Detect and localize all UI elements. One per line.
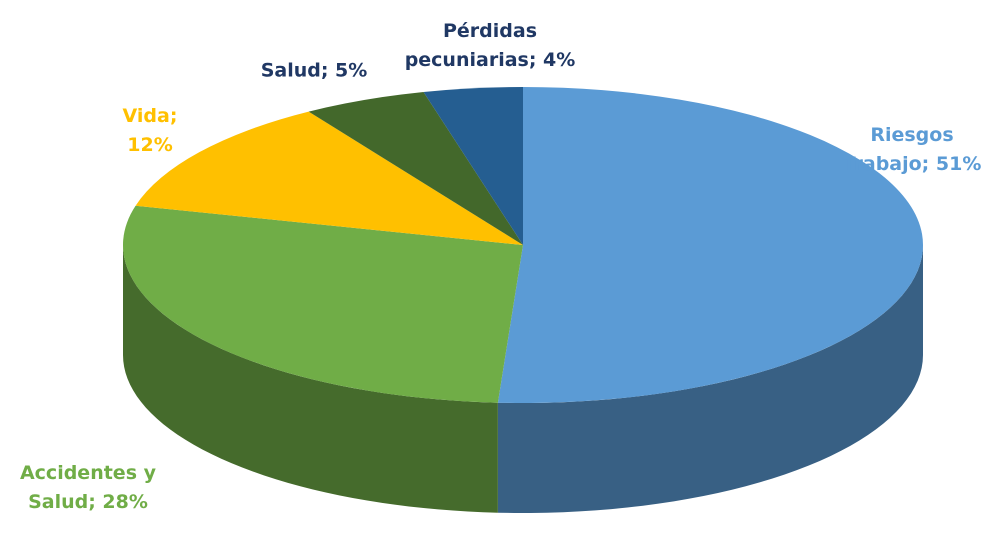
data-label: Accidentes y Salud; 28% [19, 462, 157, 513]
slice [308, 91, 523, 245]
slice [497, 87, 923, 403]
data-label: Pérdidas pecuniarias; 4% [404, 20, 576, 71]
slice [423, 87, 523, 245]
slice [135, 111, 523, 245]
data-label: Riesgos Trabajo; 51% [842, 124, 982, 175]
data-label: Salud; 5% [260, 59, 368, 82]
pie-tops [122, 87, 923, 403]
slice-side [497, 245, 923, 513]
data-label: Vida; 12% [122, 105, 178, 156]
slice [122, 205, 523, 403]
